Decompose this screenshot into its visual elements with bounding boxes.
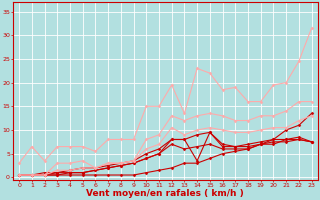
X-axis label: Vent moyen/en rafales ( km/h ): Vent moyen/en rafales ( km/h )	[86, 189, 244, 198]
